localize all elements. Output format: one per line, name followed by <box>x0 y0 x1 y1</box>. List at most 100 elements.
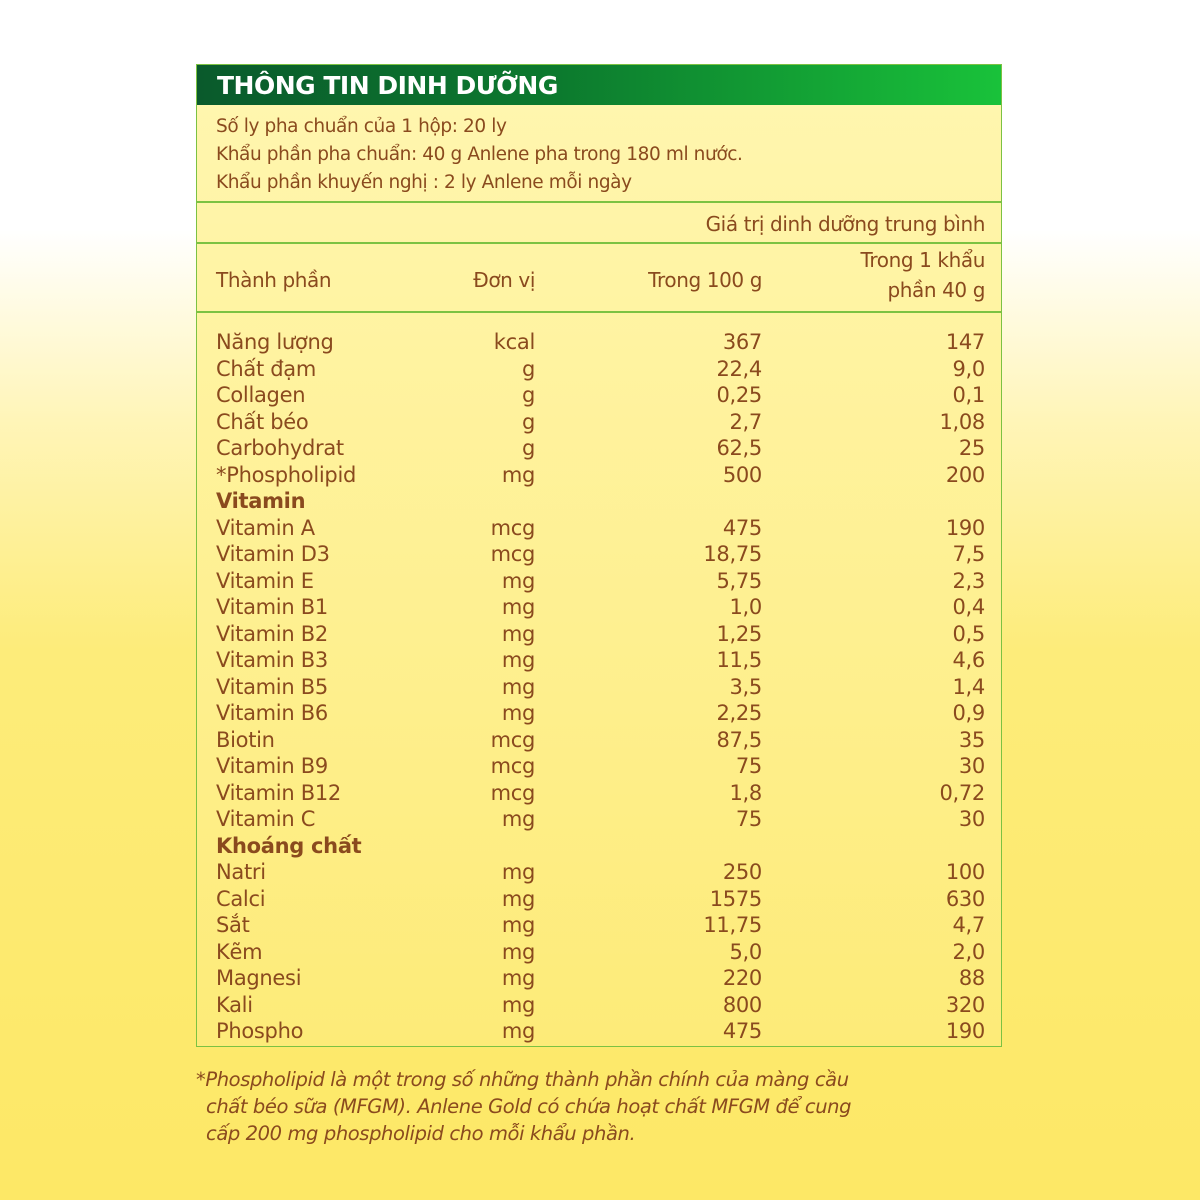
per-100g: 75 <box>735 754 762 778</box>
serving-info: Số ly pha chuẩn của 1 hộp: 20 ly Khẩu ph… <box>197 105 1001 203</box>
nutrient-name: Calci <box>216 886 266 911</box>
nutrient-name: Vitamin E <box>216 568 314 593</box>
table-row: Phospho mg 475 190 <box>197 1018 1001 1045</box>
unit: mcg <box>490 515 536 540</box>
unit: mcg <box>490 780 536 805</box>
table-row: Sắt mg 11,75 4,7 <box>197 912 1001 939</box>
col-per100: Trong 100 g <box>648 268 762 292</box>
table-row: *Phospholipid mg 500 200 <box>197 462 1001 489</box>
unit: mg <box>501 913 535 937</box>
nutrient-name: Magnesi <box>216 966 302 990</box>
average-value-label: Giá trị dinh dưỡng trung bình <box>197 203 1001 244</box>
table-title: THÔNG TIN DINH DƯỠNG <box>197 65 1001 105</box>
table-row: Collagen g 0,25 0,1 <box>197 382 1001 409</box>
nutrient-name: Vitamin B5 <box>216 674 328 699</box>
unit: mcg <box>490 542 536 566</box>
nutrient-name: Năng lượng <box>216 330 334 354</box>
nutrient-name: Vitamin B12 <box>216 780 341 805</box>
per-serving: 4,7 <box>952 913 986 937</box>
nutrient-name: Vitamin A <box>216 515 315 540</box>
per-serving: 0,5 <box>952 621 986 646</box>
table-row: Biotin mcg 87,5 35 <box>197 727 1001 754</box>
per-100g: 62,5 <box>716 436 762 460</box>
per-serving: 30 <box>958 807 985 831</box>
unit: mg <box>501 701 535 725</box>
per-serving: 190 <box>945 515 985 540</box>
col-name: Thành phần <box>216 268 332 292</box>
nutrient-name: Natri <box>216 860 266 884</box>
footnote-line: *Phospholipid là một trong số những thàn… <box>196 1068 849 1091</box>
nutrient-name: Biotin <box>216 727 275 752</box>
per-serving: 7,5 <box>952 542 986 566</box>
per-100g: 220 <box>722 966 762 990</box>
per-100g: 0,25 <box>716 383 762 407</box>
table-row: Carbohydrat g 62,5 25 <box>197 435 1001 462</box>
table-row: Chất đạm g 22,4 9,0 <box>197 356 1001 383</box>
info-line: Số ly pha chuẩn của 1 hộp: 20 ly <box>216 116 507 137</box>
per-serving: 2,3 <box>952 568 986 593</box>
per-serving: 9,0 <box>952 356 986 381</box>
nutrient-name: Chất đạm <box>216 356 317 381</box>
footnote-line: chất béo sữa (MFGM). Anlene Gold có chứa… <box>206 1095 852 1118</box>
col-unit: Đơn vị <box>473 268 535 292</box>
per-serving: 30 <box>958 754 985 778</box>
table-row: Vitamin B3 mg 11,5 4,6 <box>197 647 1001 674</box>
info-line: Khẩu phần khuyến nghị : 2 ly Anlene mỗi … <box>216 172 632 193</box>
per-serving: 1,08 <box>939 409 985 434</box>
nutrient-name: Khoáng chất <box>216 833 362 858</box>
nutrient-name: Vitamin B2 <box>216 621 328 646</box>
per-100g: 87,5 <box>716 727 762 752</box>
unit: mcg <box>490 754 536 778</box>
nutrient-name: Vitamin B6 <box>216 701 328 725</box>
unit: g <box>521 383 535 407</box>
unit: kcal <box>493 330 536 354</box>
table-row: Vitamin E mg 5,75 2,3 <box>197 568 1001 595</box>
nutrient-name: Vitamin C <box>216 807 316 831</box>
per-serving: 630 <box>945 886 985 911</box>
unit: mg <box>501 674 535 699</box>
table-row: Vitamin B2 mg 1,25 0,5 <box>197 621 1001 648</box>
unit: mg <box>501 462 535 487</box>
nutrient-name: Vitamin B1 <box>216 595 328 619</box>
unit: mg <box>501 886 535 911</box>
nutrient-name: Vitamin D3 <box>216 542 330 566</box>
per-100g: 2,25 <box>716 701 762 725</box>
nutrient-name: Kali <box>216 992 253 1017</box>
nutrient-name: Vitamin B3 <box>216 648 328 672</box>
per-serving: 1,4 <box>952 674 986 699</box>
per-100g: 1,8 <box>729 780 763 805</box>
per-serving: 25 <box>958 436 985 460</box>
table-row: Vitamin B5 mg 3,5 1,4 <box>197 674 1001 701</box>
per-100g: 475 <box>722 1019 762 1043</box>
table-row: Natri mg 250 100 <box>197 859 1001 886</box>
unit: mg <box>501 648 535 672</box>
unit: mg <box>501 992 535 1017</box>
unit: mg <box>501 807 535 831</box>
table-row: Năng lượng kcal 367 147 <box>197 329 1001 356</box>
nutrient-name: Carbohydrat <box>216 436 344 460</box>
per-100g: 5,0 <box>729 939 763 964</box>
table-row: Vitamin C mg 75 30 <box>197 806 1001 833</box>
per-serving: 0,1 <box>952 383 986 407</box>
table-row: Magnesi mg 220 88 <box>197 965 1001 992</box>
unit: g <box>521 356 535 381</box>
per-100g: 5,75 <box>716 568 762 593</box>
section-heading: Vitamin <box>197 488 1001 515</box>
table-row: Vitamin B1 mg 1,0 0,4 <box>197 594 1001 621</box>
per-100g: 3,5 <box>729 674 763 699</box>
section-heading: Khoáng chất <box>197 833 1001 860</box>
nutrient-name: *Phospholipid <box>216 462 357 487</box>
per-100g: 475 <box>722 515 762 540</box>
unit: g <box>521 436 535 460</box>
column-headers: Thành phần Đơn vị Trong 100 g Trong 1 kh… <box>197 244 1001 313</box>
nutrient-name: Phospho <box>216 1019 304 1043</box>
per-serving: 320 <box>945 992 985 1017</box>
per-100g: 1575 <box>709 886 763 911</box>
table-row: Kẽm mg 5,0 2,0 <box>197 939 1001 966</box>
footnote: *Phospholipid là một trong số những thàn… <box>196 1066 852 1147</box>
per-100g: 1,25 <box>716 621 762 646</box>
per-100g: 2,7 <box>729 409 763 434</box>
table-row: Vitamin B9 mcg 75 30 <box>197 753 1001 780</box>
table-row: Vitamin A mcg 475 190 <box>197 515 1001 542</box>
footnote-line: cấp 200 mg phospholipid cho mỗi khẩu phầ… <box>206 1122 636 1145</box>
